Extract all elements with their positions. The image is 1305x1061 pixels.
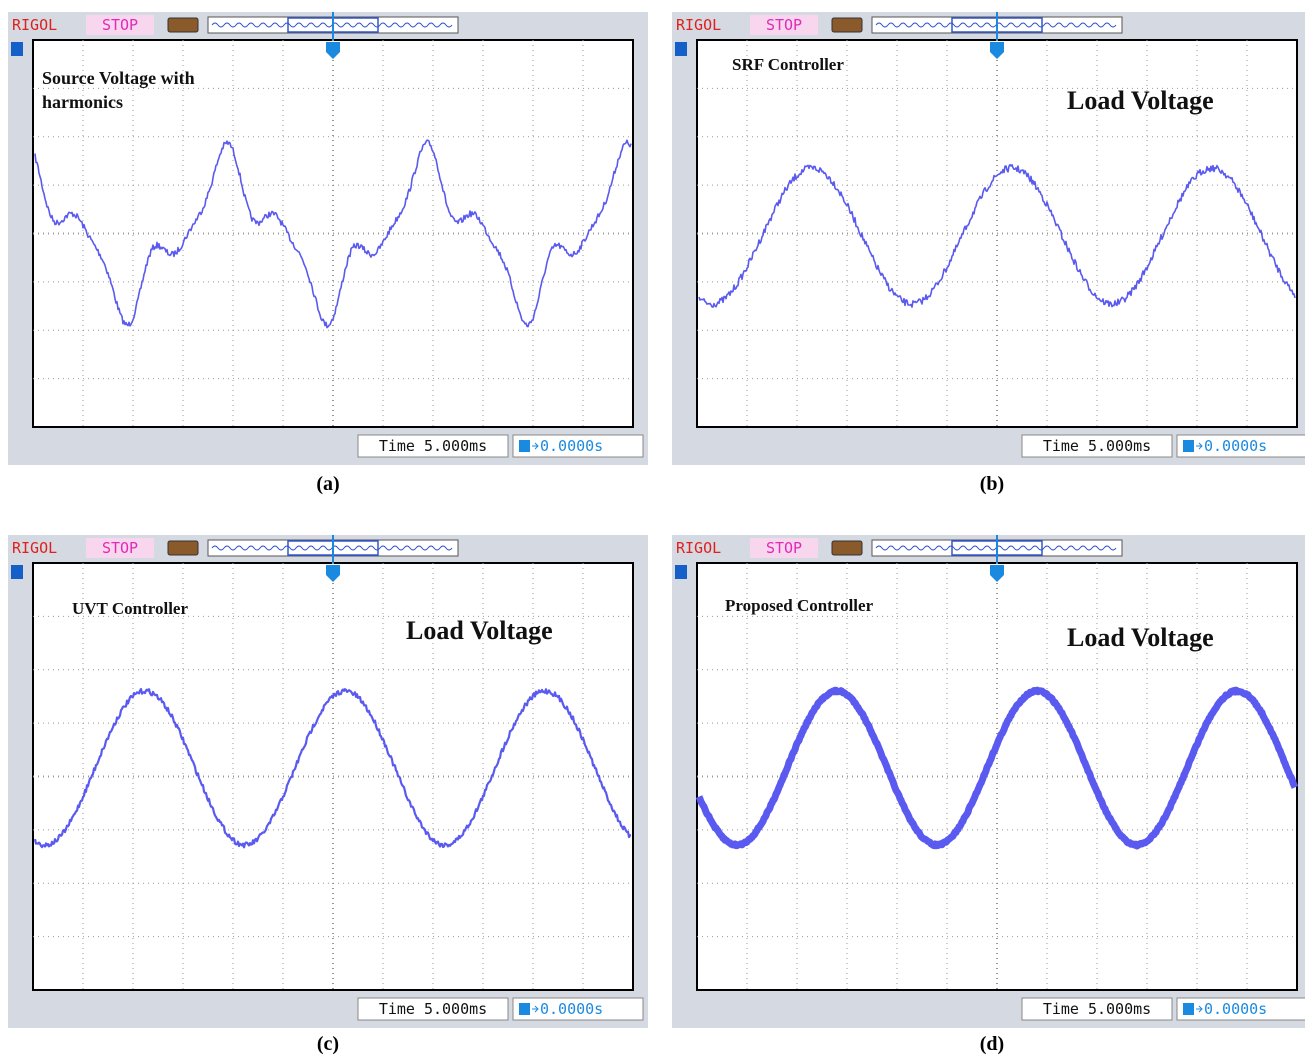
channel-marker <box>675 42 687 56</box>
scope-panel: RIGOL STOP Proposed Controller Load Voltage… <box>672 535 1305 1028</box>
caption: (b) <box>980 473 1004 495</box>
timebase: Time 5.000ms <box>1043 437 1151 455</box>
timebase: Time 5.000ms <box>379 437 487 455</box>
battery <box>168 18 198 32</box>
brand: RIGOL <box>12 539 57 557</box>
scope-panel: RIGOL STOP Source Voltage with harmonics Tim… <box>8 12 648 465</box>
timebase: Time 5.000ms <box>1043 1000 1151 1018</box>
trigger-icon <box>1183 440 1194 452</box>
status: STOP <box>766 539 802 557</box>
annotation: Load Voltage <box>406 616 553 645</box>
trigger-icon <box>1183 1003 1194 1015</box>
channel-marker <box>675 565 687 579</box>
caption: (d) <box>980 1033 1004 1055</box>
trigger-icon <box>519 1003 530 1015</box>
battery <box>832 18 862 32</box>
brand: RIGOL <box>676 16 721 34</box>
annotation: harmonics <box>42 92 123 112</box>
figure: RIGOL STOP Source Voltage with harmonics Tim… <box>0 0 1305 1061</box>
annotation: Load Voltage <box>1067 623 1214 652</box>
battery <box>168 541 198 555</box>
brand: RIGOL <box>676 539 721 557</box>
trigger-offset: 0.0000s <box>1204 1000 1267 1018</box>
annotation: Source Voltage with <box>42 68 195 88</box>
caption: (c) <box>317 1033 339 1055</box>
scope-panel: RIGOL STOP UVT Controller Load Voltage Time … <box>8 535 648 1028</box>
channel-marker <box>11 42 23 56</box>
status: STOP <box>102 539 138 557</box>
trigger-offset: 0.0000s <box>1204 437 1267 455</box>
status: STOP <box>102 16 138 34</box>
scope-panel: RIGOL STOP SRF Controller Load Voltage Time … <box>672 12 1305 465</box>
brand: RIGOL <box>12 16 57 34</box>
annotation: SRF Controller <box>732 55 844 74</box>
trigger-icon <box>519 440 530 452</box>
trigger-offset: 0.0000s <box>540 437 603 455</box>
timebase: Time 5.000ms <box>379 1000 487 1018</box>
annotation: Proposed Controller <box>725 596 874 615</box>
trigger-offset: 0.0000s <box>540 1000 603 1018</box>
annotation: Load Voltage <box>1067 86 1214 115</box>
battery <box>832 541 862 555</box>
caption: (a) <box>316 473 339 495</box>
annotation: UVT Controller <box>72 599 188 618</box>
channel-marker <box>11 565 23 579</box>
status: STOP <box>766 16 802 34</box>
